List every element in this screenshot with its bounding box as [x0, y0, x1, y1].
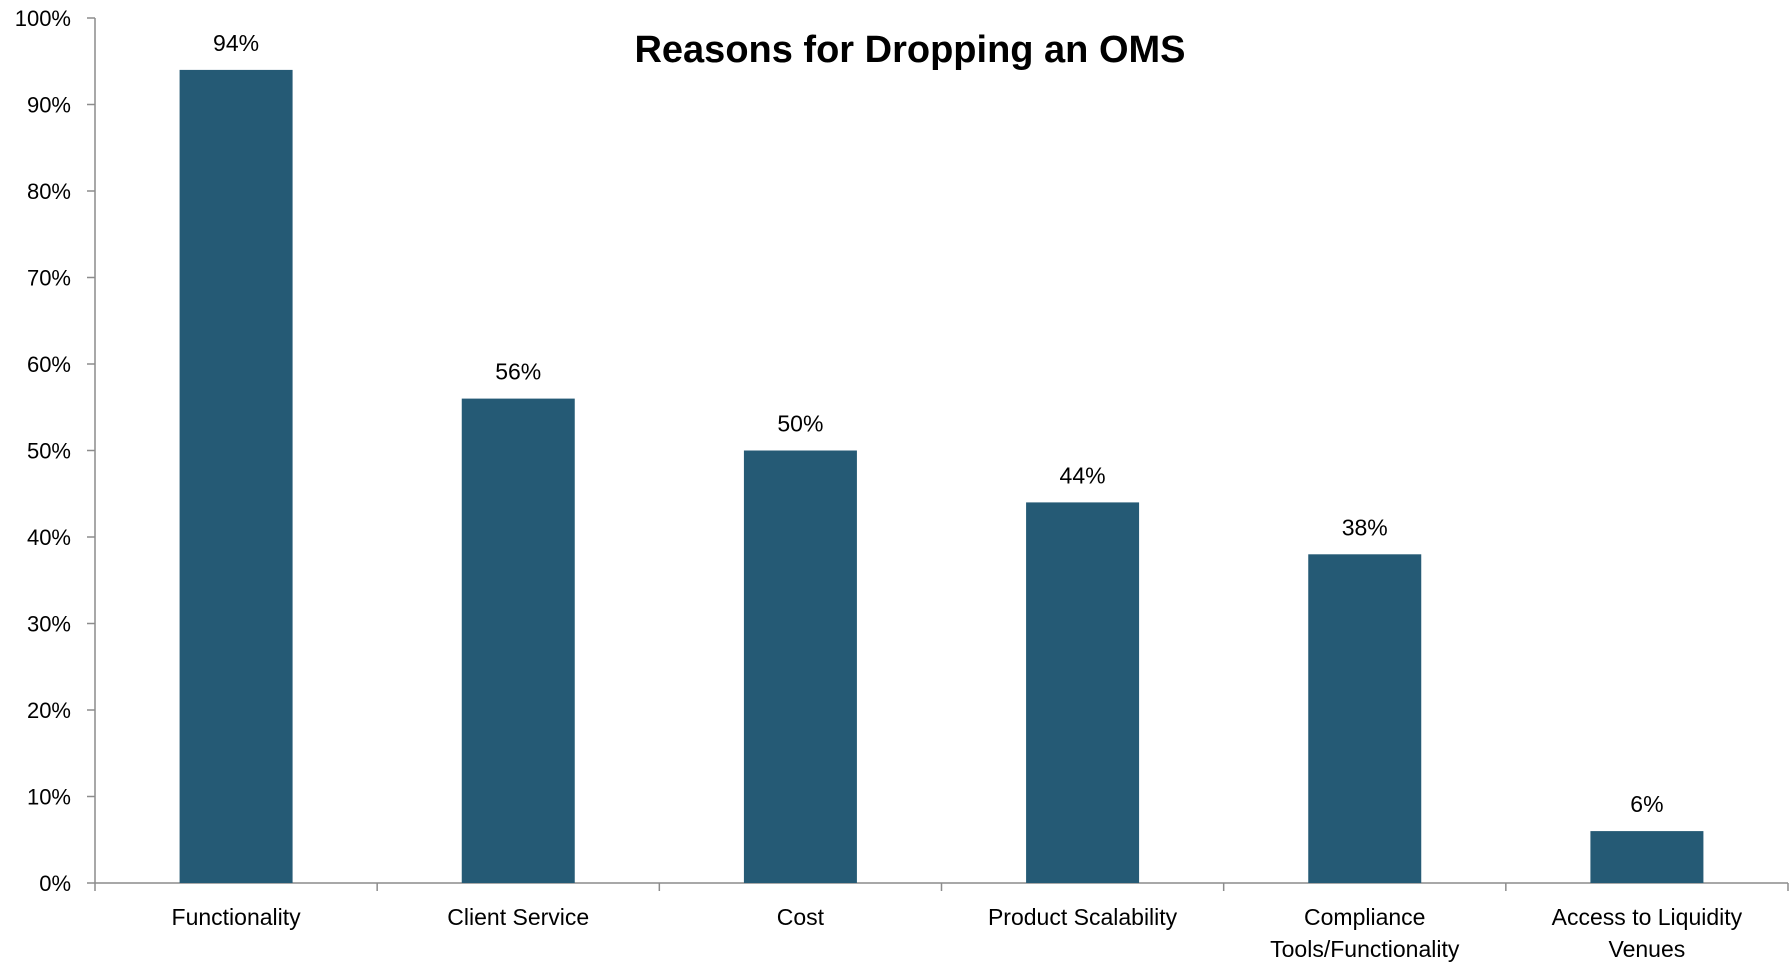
y-tick-label: 10%: [27, 785, 71, 810]
data-labels-group: 94% 56% 50% 44% 38% 6%: [213, 30, 1663, 817]
bar-compliance-tools-functionality: [1308, 554, 1422, 883]
y-tick-label: 0%: [39, 871, 71, 896]
bar-client-service: [461, 398, 575, 883]
chart-title: Reasons for Dropping an OMS: [634, 29, 1185, 71]
data-label: 56%: [495, 359, 541, 385]
x-category-label: Compliance Tools/Functionality: [1270, 904, 1460, 962]
x-category-label: Functionality: [172, 904, 302, 930]
bar-access-to-liquidity-venues: [1590, 831, 1704, 883]
data-label: 6%: [1630, 791, 1663, 817]
y-tick-label: 80%: [27, 179, 71, 204]
x-axis: Functionality Client Service Cost Product S…: [94, 882, 1789, 962]
data-label: 44%: [1060, 462, 1106, 488]
x-category-label: Product Scalability: [988, 904, 1178, 930]
x-category-label: Cost: [777, 904, 825, 930]
y-tick-label: 70%: [27, 266, 71, 291]
y-tick-label: 90%: [27, 93, 71, 118]
x-category-label: Client Service: [447, 904, 589, 930]
y-tick-label: 30%: [27, 612, 71, 637]
y-tick-label: 40%: [27, 525, 71, 550]
x-category-label: Access to Liquidity Venues: [1552, 904, 1743, 962]
bar-cost: [743, 450, 857, 883]
bars-group: [179, 69, 1704, 883]
data-label: 94%: [213, 30, 259, 56]
data-label: 38%: [1342, 514, 1388, 540]
bar-product-scalability: [1026, 502, 1140, 883]
y-tick-label: 20%: [27, 698, 71, 723]
bar-functionality: [179, 69, 293, 883]
y-tick-label: 50%: [27, 439, 71, 464]
y-tick-label: 100%: [15, 6, 71, 31]
data-label: 50%: [777, 411, 823, 437]
y-axis: 0% 10% 20% 30% 40% 50% 60% 70% 80% 90% 100%: [15, 6, 96, 896]
y-tick-label: 60%: [27, 352, 71, 377]
